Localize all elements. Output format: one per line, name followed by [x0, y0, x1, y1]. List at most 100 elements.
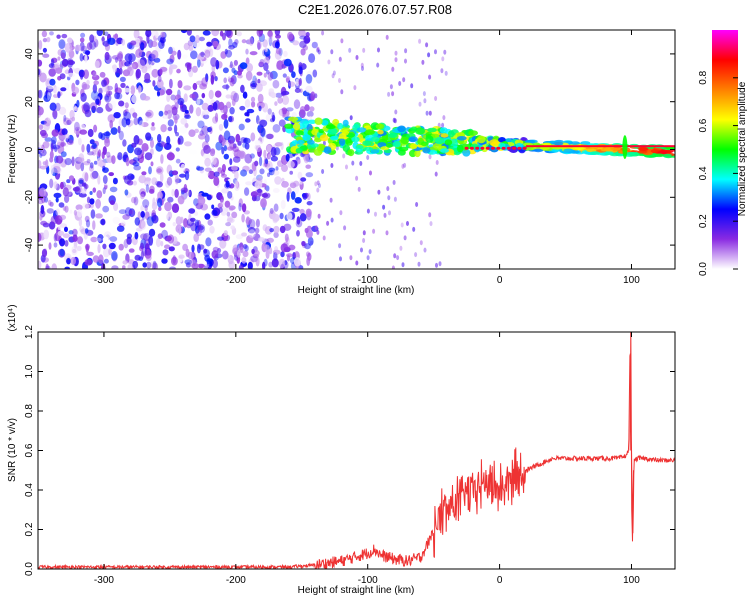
noise-cell [198, 224, 206, 233]
signal-cell [533, 148, 544, 153]
noise-cell [248, 219, 256, 229]
noise-cell [91, 70, 97, 76]
noise-cell [189, 93, 196, 99]
noise-cell [157, 191, 163, 200]
signal-cell [356, 127, 367, 133]
noise-cell [115, 72, 120, 78]
noise-cell [189, 104, 194, 114]
noise-cell [80, 162, 85, 172]
signal-cell [420, 141, 428, 147]
noise-cell [148, 166, 152, 175]
noise-cell [46, 91, 51, 101]
noise-cell [251, 161, 257, 172]
noise-cell [148, 235, 154, 246]
noise-cell [244, 187, 250, 196]
noise-cell [317, 213, 321, 219]
noise-cell [274, 142, 283, 147]
signal-cell [570, 141, 581, 145]
noise-cell [79, 53, 84, 62]
noise-cell [64, 266, 70, 269]
noise-cell [53, 233, 58, 242]
noise-cell [50, 142, 54, 152]
signal-cell [363, 146, 374, 151]
noise-cell [257, 93, 264, 104]
noise-cell [107, 37, 116, 45]
noise-cell [278, 119, 286, 127]
noise-cell [419, 240, 423, 246]
noise-cell [166, 94, 171, 103]
noise-cell [245, 118, 251, 123]
noise-cell [254, 140, 261, 146]
noise-cell [196, 219, 202, 230]
noise-cell [281, 95, 290, 106]
noise-cell [84, 258, 93, 266]
noise-cell [264, 47, 268, 53]
noise-cell [55, 67, 63, 74]
noise-cell [181, 54, 188, 59]
noise-cell [180, 118, 188, 125]
signal-cell [440, 148, 449, 153]
noise-cell [72, 234, 78, 242]
noise-cell [270, 92, 277, 99]
noise-cell [64, 194, 70, 203]
noise-cell [140, 193, 145, 200]
snr-series-line [38, 332, 675, 569]
colorbar-tick-label: 0.2 [698, 214, 709, 228]
noise-cell [309, 106, 315, 112]
noise-cell [93, 160, 98, 165]
noise-cell [140, 205, 144, 212]
noise-cell [330, 49, 334, 55]
noise-cell [38, 89, 43, 99]
noise-cell [101, 262, 106, 269]
noise-cell [360, 62, 364, 68]
noise-cell [205, 98, 211, 106]
noise-cell [145, 184, 149, 193]
signal-cell [364, 129, 375, 136]
noise-cell [283, 58, 292, 67]
noise-cell [86, 159, 91, 164]
noise-cell [176, 68, 181, 74]
noise-cell [152, 80, 156, 87]
noise-cell [394, 50, 398, 56]
noise-cell [49, 102, 57, 111]
noise-cell [225, 94, 232, 99]
noise-cell [146, 216, 154, 227]
noise-cell [53, 242, 58, 248]
noise-cell [211, 209, 218, 216]
noise-cell [227, 76, 231, 83]
noise-cell [44, 117, 51, 127]
signal-cell [427, 127, 437, 133]
noise-cell [45, 263, 49, 269]
noise-cell [316, 187, 320, 193]
noise-cell [64, 226, 68, 232]
signal-cell [337, 122, 344, 130]
noise-cell [99, 71, 106, 78]
noise-cell [295, 78, 300, 87]
signal-cell [323, 146, 332, 154]
noise-cell [185, 262, 192, 268]
signal-cell [434, 136, 445, 145]
noise-cell [38, 260, 42, 269]
noise-cell [62, 206, 67, 211]
noise-cell [304, 243, 311, 250]
noise-cell [150, 261, 154, 268]
snr-y-tick-label: 0.6 [24, 443, 35, 457]
signal-cell [330, 135, 339, 141]
noise-cell [203, 114, 210, 120]
noise-cell [125, 118, 131, 126]
noise-cell [263, 72, 267, 78]
noise-cell [394, 57, 398, 63]
noise-cell [247, 227, 256, 234]
signal-cell [295, 147, 303, 154]
noise-cell [212, 101, 218, 111]
noise-cell [49, 150, 54, 159]
noise-cell [152, 260, 157, 269]
noise-cell [222, 250, 229, 260]
noise-cell [169, 64, 178, 70]
noise-cell [239, 246, 244, 254]
noise-cell [369, 170, 372, 176]
noise-cell [45, 159, 49, 168]
noise-cell [54, 62, 60, 69]
noise-cell [165, 88, 173, 96]
noise-cell [217, 202, 223, 209]
